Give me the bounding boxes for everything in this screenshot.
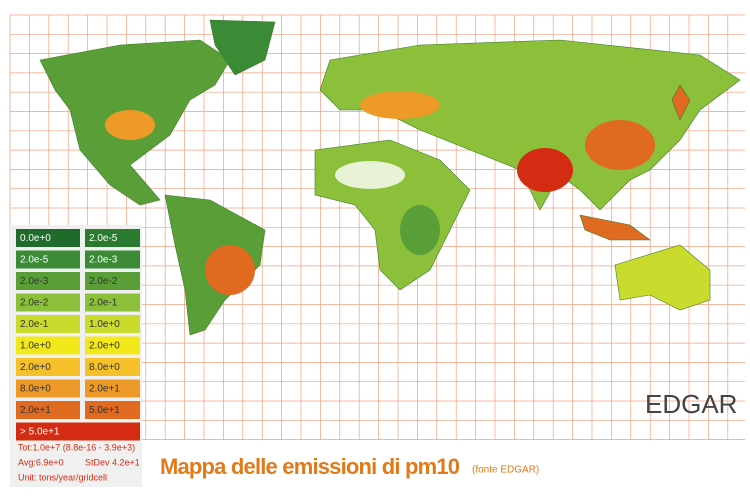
- greenland: [209, 19, 276, 76]
- legend-label: 2.0e+1: [89, 384, 120, 395]
- legend-label: 0.0e+0: [20, 233, 51, 244]
- legend-swatch: [85, 358, 140, 376]
- legend-swatch: [16, 272, 80, 290]
- legend-swatch: [16, 422, 140, 441]
- legend-label: 2.0e-5: [89, 233, 118, 244]
- stats-avg: Avg:6.9e+0: [18, 457, 64, 467]
- legend-label: 2.0e-2: [20, 298, 49, 309]
- legend-label: 1.0e+0: [89, 319, 120, 330]
- legend-label: > 5.0e+1: [20, 427, 60, 438]
- legend-swatch: [85, 250, 140, 269]
- legend-label: 2.0e-3: [20, 276, 49, 287]
- hotspot: [105, 110, 155, 140]
- legend-swatch: [16, 315, 80, 333]
- legend-label: 2.0e-2: [89, 276, 118, 287]
- legend-label: 2.0e+1: [20, 405, 51, 416]
- legend-swatch: [85, 401, 140, 419]
- logo: EDGAR: [645, 389, 737, 419]
- title: Mappa delle emissioni di pm10: [160, 454, 460, 479]
- stats-stdev: StDev 4.2e+1: [85, 457, 140, 467]
- indonesia: [579, 214, 651, 241]
- legend-swatch: [85, 336, 140, 355]
- legend-swatch: [16, 250, 80, 269]
- legend-swatch: [16, 358, 80, 376]
- hotspot: [205, 245, 255, 295]
- australia: [614, 244, 711, 311]
- legend-label: 2.0e+0: [20, 362, 51, 373]
- legend-swatch: [85, 379, 140, 398]
- hotspot: [585, 120, 655, 170]
- desert: [335, 161, 405, 189]
- hotspot: [360, 91, 440, 119]
- hotspot: [400, 205, 440, 255]
- legend-box: [10, 225, 142, 487]
- legend-swatch: [16, 293, 80, 312]
- legend-swatch: [85, 272, 140, 290]
- legend-label: 2.0e-1: [20, 319, 49, 330]
- stats-unit: Unit: tons/year/gridcell: [18, 472, 107, 482]
- legend-swatch: [85, 229, 140, 247]
- legend-label: 2.0e+0: [89, 341, 120, 352]
- legend-swatch: [16, 229, 80, 247]
- legend-label: 1.0e+0: [20, 341, 51, 352]
- legend: 0.0e+0 2.0e-5 2.0e-5 2.0e-3 2.0e-3 2.0e-2 2.0e…: [16, 229, 140, 441]
- legend-swatch: [16, 379, 80, 398]
- africa: [314, 139, 471, 291]
- hotspots: [105, 91, 655, 295]
- legend-label: 8.0e+0: [89, 362, 120, 373]
- hotspot: [517, 148, 573, 192]
- legend-swatch: [85, 315, 140, 333]
- legend-label: 2.0e-1: [89, 298, 118, 309]
- japan: [671, 84, 691, 121]
- legend-swatch: [85, 293, 140, 312]
- stats-total: Tot:1.0e+7 (8.8e-16 - 3.9e+3): [18, 442, 135, 452]
- legend-label: 2.0e-3: [89, 255, 118, 266]
- legend-label: 5.0e+1: [89, 405, 120, 416]
- legend-swatch: [16, 401, 80, 419]
- legend-label: 8.0e+0: [20, 384, 51, 395]
- legend-swatch: [16, 336, 80, 355]
- source: (fonte EDGAR): [472, 465, 539, 476]
- legend-label: 2.0e-5: [20, 255, 49, 266]
